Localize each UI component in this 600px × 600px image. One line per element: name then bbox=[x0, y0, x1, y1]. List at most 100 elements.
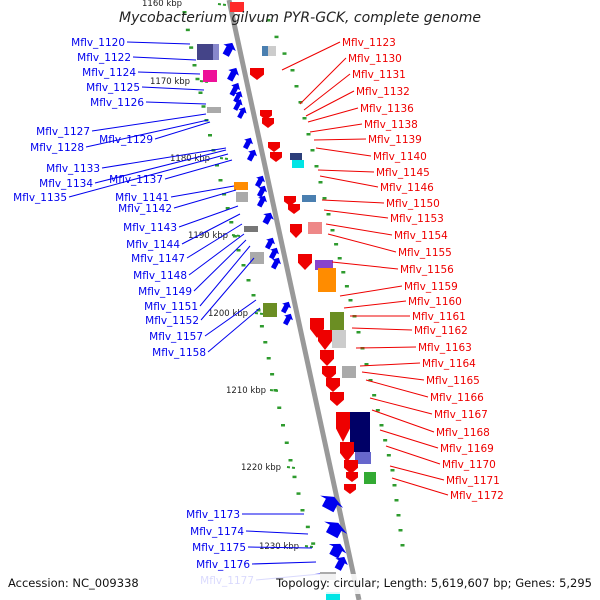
gc-skew-dot bbox=[288, 459, 293, 462]
feature-box bbox=[332, 330, 346, 348]
gc-skew-dot bbox=[300, 509, 305, 512]
forward-gene-label: Mflv_1127 bbox=[36, 126, 90, 138]
reverse-gene-leader bbox=[361, 371, 425, 381]
scale-tick-mark bbox=[304, 545, 314, 548]
reverse-gene-arrow bbox=[326, 378, 340, 392]
forward-gene-leader bbox=[204, 299, 257, 337]
gc-content-dot bbox=[368, 379, 373, 382]
reverse-gene-arrow bbox=[330, 392, 344, 406]
forward-gene-leader bbox=[173, 189, 237, 209]
feature-box bbox=[292, 160, 304, 168]
feature-box bbox=[290, 153, 302, 160]
gc-skew-dot bbox=[296, 492, 301, 495]
gc-content-dot bbox=[394, 499, 399, 502]
reverse-gene-arrow bbox=[270, 152, 282, 162]
feature-box bbox=[230, 2, 244, 12]
reverse-gene-leader bbox=[307, 107, 359, 123]
gc-skew-dot bbox=[185, 28, 190, 32]
forward-gene-leader bbox=[251, 561, 317, 565]
reverse-gene-label: Mflv_1130 bbox=[348, 53, 402, 65]
forward-gene-label: Mflv_1141 bbox=[115, 192, 169, 204]
scale-tick-label: 1220 kbp bbox=[241, 463, 281, 473]
reverse-gene-label: Mflv_1159 bbox=[404, 281, 458, 293]
footer-backdrop bbox=[0, 574, 600, 594]
forward-gene-arrow bbox=[242, 137, 253, 150]
reverse-gene-leader bbox=[315, 147, 372, 157]
reverse-gene-label: Mflv_1160 bbox=[408, 296, 462, 308]
forward-gene-label: Mflv_1133 bbox=[46, 163, 100, 175]
forward-gene-label: Mflv_1143 bbox=[123, 222, 177, 234]
gc-skew-dot bbox=[270, 373, 275, 376]
gc-content-dot bbox=[396, 514, 401, 517]
reverse-gene-leader bbox=[317, 169, 375, 173]
forward-gene-arrow bbox=[320, 495, 344, 513]
forward-gene-leader bbox=[170, 185, 235, 198]
feature-box bbox=[268, 46, 276, 56]
reverse-gene-arrow bbox=[322, 366, 336, 380]
forward-gene-arrow bbox=[280, 301, 291, 314]
reverse-gene-label: Mflv_1169 bbox=[440, 443, 494, 455]
gc-content-dot bbox=[302, 117, 307, 120]
gc-skew-dot bbox=[266, 357, 271, 360]
scale-tick-label: 1210 kbp bbox=[226, 386, 266, 396]
feature-box bbox=[197, 44, 213, 60]
feature-box bbox=[244, 226, 258, 232]
reverse-gene-leader bbox=[323, 209, 389, 219]
forward-gene-label: Mflv_1120 bbox=[71, 37, 125, 49]
forward-gene-arrow bbox=[222, 42, 236, 57]
forward-gene-label: Mflv_1173 bbox=[186, 509, 240, 521]
reverse-gene-label: Mflv_1132 bbox=[356, 86, 410, 98]
forward-gene-label: Mflv_1124 bbox=[82, 67, 136, 79]
forward-gene-label: Mflv_1126 bbox=[90, 97, 144, 109]
forward-gene-leader bbox=[101, 147, 227, 169]
gc-content-dot bbox=[294, 85, 299, 88]
gc-skew-dot bbox=[311, 542, 316, 545]
forward-gene-arrow bbox=[268, 247, 279, 260]
reverse-gene-label: Mflv_1170 bbox=[442, 459, 496, 471]
gc-content-dot bbox=[344, 285, 349, 288]
forward-gene-leader bbox=[200, 257, 255, 321]
forward-gene-label: Mflv_1176 bbox=[196, 559, 250, 571]
gc-content-dot bbox=[356, 331, 361, 334]
scale-tick-mark bbox=[231, 234, 241, 237]
gc-skew-dot bbox=[195, 77, 200, 81]
feature-box bbox=[355, 452, 371, 464]
gc-content-dot bbox=[322, 197, 327, 200]
gc-content-dot bbox=[282, 52, 287, 55]
reverse-gene-label: Mflv_1131 bbox=[352, 69, 406, 81]
forward-gene-arrow bbox=[256, 185, 267, 198]
gc-content-dot bbox=[400, 544, 405, 547]
reverse-gene-label: Mflv_1154 bbox=[394, 230, 448, 242]
gc-content-dot bbox=[274, 35, 279, 39]
reverse-gene-label: Mflv_1163 bbox=[418, 342, 472, 354]
forward-gene-label: Mflv_1134 bbox=[39, 178, 93, 190]
reverse-gene-label: Mflv_1150 bbox=[386, 198, 440, 210]
reverse-gene-arrow bbox=[344, 484, 356, 494]
feature-box bbox=[207, 107, 221, 113]
forward-gene-leader bbox=[137, 71, 201, 75]
reverse-gene-label: Mflv_1162 bbox=[414, 325, 468, 337]
feature-box bbox=[315, 260, 333, 270]
forward-gene-arrow bbox=[324, 521, 348, 539]
reverse-gene-arrow bbox=[284, 196, 296, 206]
forward-gene-arrow bbox=[233, 91, 243, 103]
forward-gene-label: Mflv_1149 bbox=[138, 286, 192, 298]
scale-tick-mark bbox=[269, 389, 279, 392]
reverse-gene-leader bbox=[379, 429, 439, 449]
reverse-gene-leader bbox=[371, 409, 435, 433]
forward-gene-leader bbox=[141, 86, 205, 91]
forward-gene-arrow bbox=[270, 257, 281, 270]
forward-gene-label: Mflv_1137 bbox=[109, 174, 163, 186]
forward-gene-leader bbox=[132, 56, 197, 61]
scale-tick-label: 1170 kbp bbox=[150, 77, 190, 87]
feature-box bbox=[302, 195, 316, 202]
gc-content-dot bbox=[390, 469, 395, 472]
forward-gene-leader bbox=[68, 153, 229, 198]
gc-skew-dot bbox=[192, 64, 197, 67]
gc-skew-dot bbox=[277, 406, 282, 409]
feature-box bbox=[213, 44, 219, 60]
forward-gene-leader bbox=[199, 245, 251, 307]
forward-gene-leader bbox=[85, 119, 209, 148]
reverse-gene-leader bbox=[339, 285, 403, 297]
